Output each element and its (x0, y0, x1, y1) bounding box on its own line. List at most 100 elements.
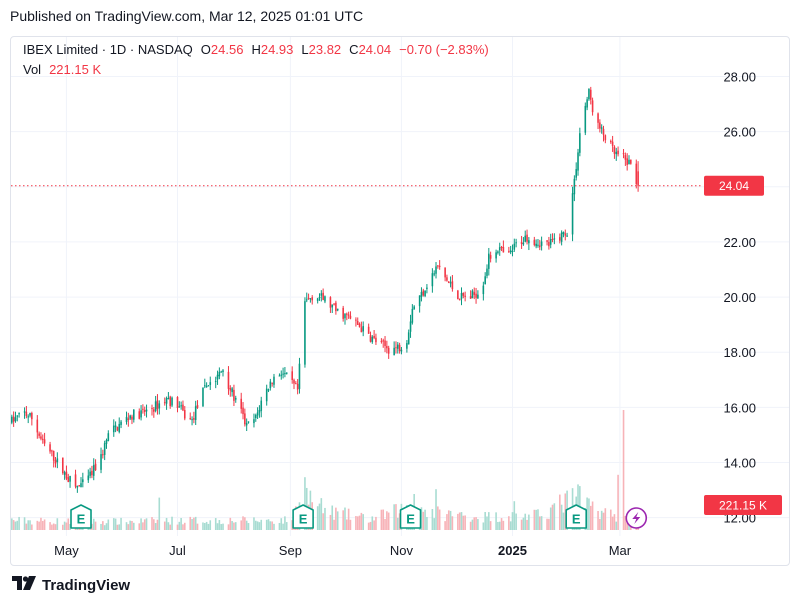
volume-bar (222, 523, 224, 530)
candle-body (356, 320, 359, 325)
candle-body (244, 413, 246, 425)
candle-body (426, 287, 428, 289)
volume-layer (11, 410, 639, 530)
volume-bar (540, 516, 543, 530)
candle-body (209, 382, 212, 385)
volume-bar (11, 518, 13, 530)
volume-bar (120, 517, 122, 530)
y-tick-label: 20.00 (723, 290, 756, 305)
candle-body (367, 326, 370, 334)
volume-bar (369, 521, 372, 530)
volume-bar (54, 524, 57, 530)
volume-bar (548, 518, 550, 530)
candle-body (324, 296, 326, 302)
candle-body (296, 383, 299, 390)
y-tick-label: 18.00 (723, 345, 756, 360)
candle-body (163, 402, 166, 404)
volume-bar (600, 510, 603, 530)
candle-body (346, 313, 348, 315)
candle-body (76, 485, 79, 488)
legend-symbol[interactable]: IBEX Limited · 1D · NASDAQ (23, 42, 193, 57)
candle-body (509, 250, 512, 253)
candle-body (218, 371, 221, 377)
volume-bar (486, 516, 488, 530)
candle-body (67, 477, 70, 483)
candle-body (522, 242, 525, 245)
earnings-icon[interactable]: E (292, 504, 314, 529)
volume-bar (143, 519, 146, 530)
candle-body (253, 419, 255, 424)
candle-body (602, 128, 605, 135)
volume-bar (191, 519, 193, 530)
legend-vol-label[interactable]: Vol (23, 62, 42, 77)
volume-bar (118, 524, 121, 530)
earnings-icon[interactable]: E (565, 504, 588, 529)
volume-bar (495, 512, 497, 530)
candle-body (369, 335, 372, 342)
volume-bar (371, 516, 374, 530)
volume-bar (386, 511, 388, 530)
candle-body (329, 297, 332, 308)
candle-body (265, 388, 268, 402)
volume-bar (546, 518, 548, 530)
candle-body (142, 408, 144, 410)
volume-bar (424, 509, 426, 530)
earnings-icon[interactable]: E (70, 504, 92, 529)
candle-body (613, 146, 616, 154)
volume-bar (497, 521, 499, 530)
volume-bar (304, 477, 306, 530)
volume-bar (220, 524, 222, 530)
candle-body (551, 238, 554, 240)
volume-bar (167, 522, 170, 530)
candle-body (191, 419, 193, 421)
volume-bar (438, 509, 441, 530)
volume-bar (471, 519, 474, 530)
candle-body (222, 370, 224, 373)
volume-bar (335, 507, 337, 530)
candle-body (74, 474, 77, 487)
volume-bar (435, 489, 437, 530)
candle-body (482, 285, 485, 295)
candle-body (87, 475, 90, 481)
volume-bar (242, 516, 244, 530)
candle-body (278, 375, 281, 377)
earnings-icon[interactable]: E (399, 504, 422, 529)
last-volume-tag (704, 495, 782, 515)
candle-body (193, 418, 195, 420)
candle-body (69, 475, 71, 482)
candle-body (80, 483, 82, 488)
volume-bar (267, 519, 270, 530)
volume-bar (278, 522, 281, 530)
candle-layer (11, 86, 639, 493)
volume-bar (18, 516, 20, 530)
volume-bar (163, 521, 166, 530)
volume-bar (535, 509, 537, 530)
volume-bar (63, 521, 66, 530)
candle-body (584, 105, 587, 133)
candle-body (176, 396, 179, 408)
candle-body (78, 485, 80, 487)
candle-body (320, 293, 323, 296)
candle-body (183, 410, 186, 419)
legend-low-label: L (301, 42, 309, 57)
candle-body (92, 465, 95, 476)
candle-body (234, 397, 237, 400)
volume-bar (178, 521, 181, 530)
candle-body (16, 415, 19, 417)
lightning-icon[interactable] (625, 507, 648, 529)
candle-body (566, 235, 568, 237)
candle-body (484, 276, 486, 285)
x-tick-label: 2025 (498, 543, 527, 558)
earnings-marker-label: E (299, 512, 308, 527)
candle-body (43, 439, 46, 444)
candle-body (216, 374, 219, 380)
volume-bar (464, 515, 466, 530)
candle-body (214, 380, 217, 382)
y-tick-label: 26.00 (723, 125, 756, 140)
volume-bar (171, 516, 173, 530)
footer-brand[interactable]: TradingView (12, 576, 130, 595)
volume-bar (473, 517, 476, 530)
candle-body (82, 479, 84, 483)
volume-bar (25, 523, 28, 530)
